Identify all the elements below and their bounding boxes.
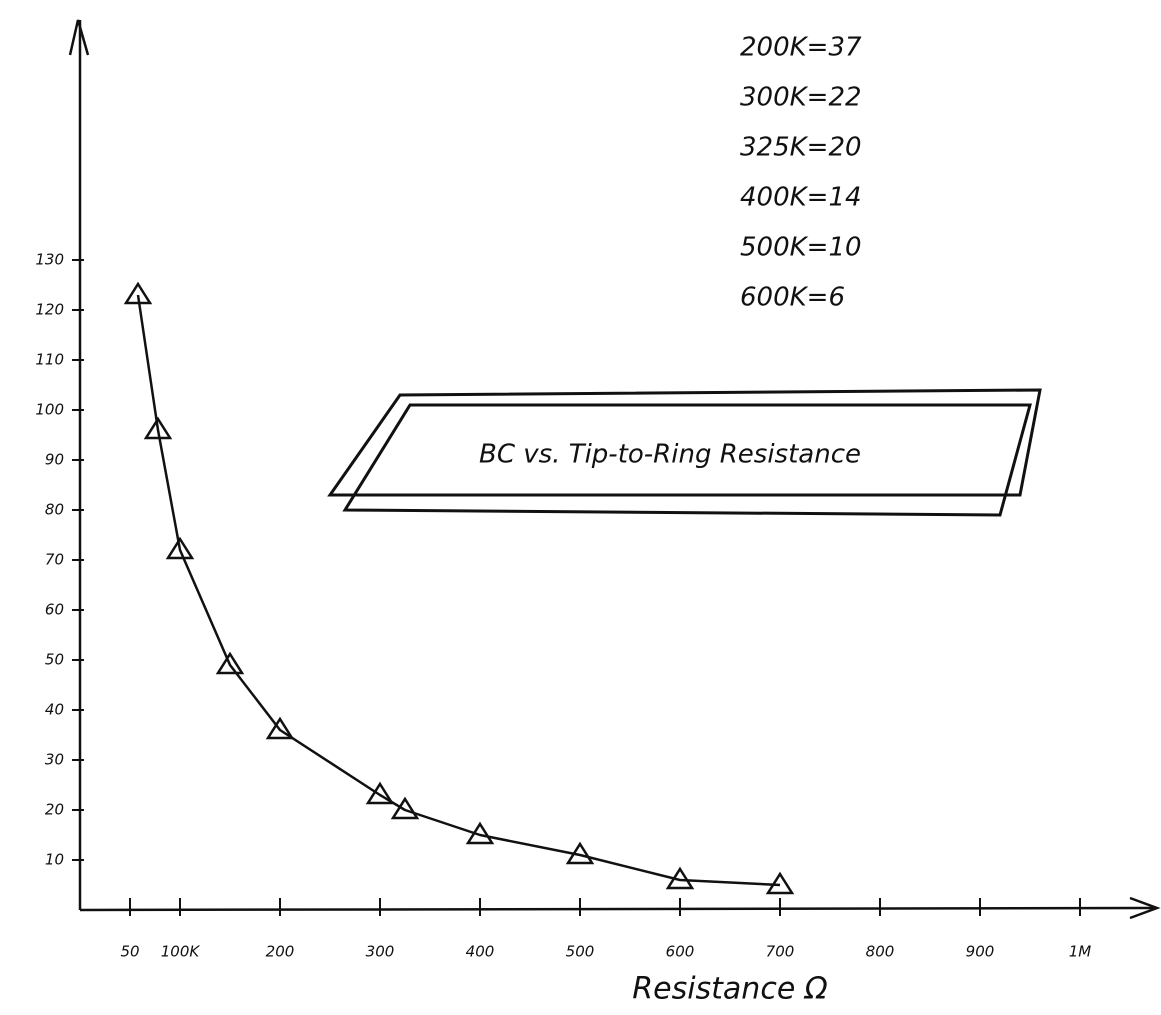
point-marker xyxy=(665,866,695,890)
y-axis-arrow xyxy=(68,19,90,56)
y-tick-label: 70 xyxy=(45,551,64,569)
y-tick-label: 30 xyxy=(45,751,64,769)
x-axis xyxy=(79,906,1156,912)
x-tick-label: 200 xyxy=(266,943,295,961)
x-tick-label: 600 xyxy=(666,943,695,961)
title-box xyxy=(327,388,1042,517)
y-tick-label: 10 xyxy=(45,851,64,869)
y-tick-label: 80 xyxy=(45,501,64,519)
point-marker xyxy=(565,841,595,865)
point-marker xyxy=(165,536,195,560)
annotation: 325K=20 xyxy=(740,133,862,163)
x-tick-label: 800 xyxy=(866,943,895,961)
point-marker xyxy=(465,821,495,845)
x-tick-label: 900 xyxy=(966,943,995,961)
annotation: 200K=37 xyxy=(740,33,862,63)
point-marker xyxy=(365,781,395,805)
annotation: 500K=10 xyxy=(740,233,862,263)
y-tick-label: 100 xyxy=(35,401,64,419)
point-marker xyxy=(143,416,173,440)
annotation: 300K=22 xyxy=(740,83,862,113)
y-tick-label: 90 xyxy=(45,451,64,469)
notes: 200K=37 300K=22 325K=20 400K=14 500K=10 600K=… xyxy=(740,33,862,313)
x-tick-label: 50 xyxy=(120,943,139,961)
y-tick-label: 40 xyxy=(45,701,64,719)
x-tick-label: 400 xyxy=(466,943,495,961)
x-axis-arrow xyxy=(1129,896,1161,920)
x-tick-label: 500 xyxy=(566,943,595,961)
point-marker xyxy=(123,281,153,305)
y-tick-label: 120 xyxy=(35,301,64,319)
x-tick-label: 700 xyxy=(766,943,795,961)
y-tick-label: 130 xyxy=(35,251,64,269)
y-tick-label: 50 xyxy=(45,651,64,669)
x-axis-label: Resistance Ω xyxy=(632,972,828,1007)
y-tick-label: 20 xyxy=(45,801,64,819)
x-tick-label: 1M xyxy=(1069,943,1092,961)
point-marker xyxy=(390,796,420,820)
annotation: 600K=6 xyxy=(740,283,845,313)
point-marker xyxy=(265,716,295,740)
x-tick-label: 300 xyxy=(366,943,395,961)
annotation: 400K=14 xyxy=(740,183,862,213)
data-line xyxy=(136,294,781,887)
chart-title: BC vs. Tip-to-Ring Resistance xyxy=(479,440,861,470)
point-marker xyxy=(215,651,245,675)
y-tick-label: 60 xyxy=(45,601,64,619)
point-marker xyxy=(765,871,795,895)
x-tick-label: 100K xyxy=(161,943,201,961)
y-tick-label: 110 xyxy=(35,351,64,369)
